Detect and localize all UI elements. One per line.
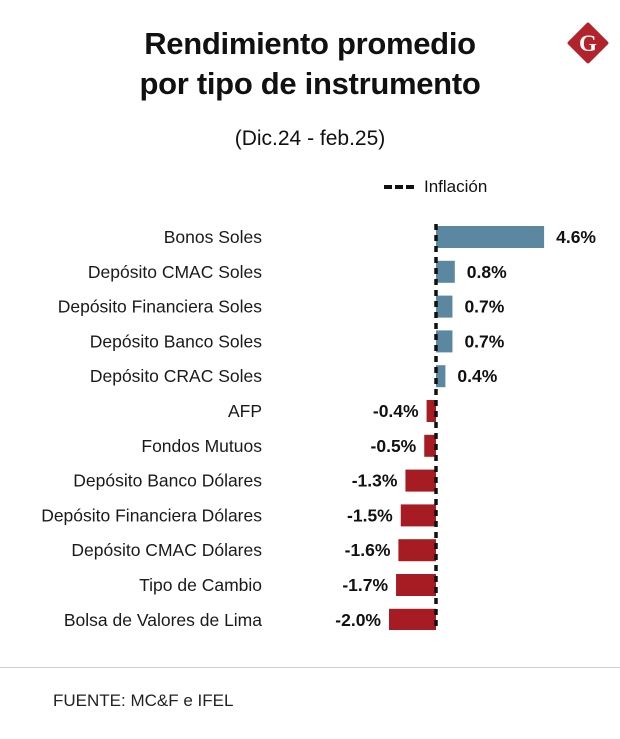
bar (396, 574, 436, 596)
category-label: Depósito CMAC Soles (88, 262, 262, 282)
footer-divider (0, 667, 620, 668)
category-label: AFP (228, 401, 262, 421)
category-label: Depósito Banco Soles (90, 331, 262, 351)
data-label: -1.5% (347, 505, 393, 525)
chart-legend: Inflación (384, 176, 487, 198)
bar (389, 608, 436, 630)
bar (436, 260, 455, 283)
data-label: -1.3% (352, 471, 398, 491)
logo-letter: G (579, 31, 597, 56)
category-label: Tipo de Cambio (139, 575, 262, 595)
chart-subtitle: (Dic.24 - feb.25) (234, 127, 386, 150)
bar-chart: Bonos Soles 4.6% Depósito CMAC Soles 0.8% De… (41, 224, 596, 630)
category-label: Depósito CRAC Soles (90, 366, 262, 386)
source-note: FUENTE: MC&F e IFEL (53, 691, 234, 710)
data-label: 0.7% (464, 331, 504, 351)
legend-label: Inflación (424, 177, 488, 196)
title-line-1: Rendimiento promedio (144, 26, 476, 61)
title-line-2: por tipo de instrumento (139, 66, 481, 101)
bar (436, 365, 446, 388)
data-label: 0.7% (464, 297, 504, 317)
data-label: -0.5% (371, 436, 417, 456)
data-label: -1.7% (342, 575, 388, 595)
bar (436, 226, 545, 248)
bar (400, 504, 436, 527)
category-label: Bolsa de Valores de Lima (64, 610, 262, 630)
bar (405, 469, 436, 492)
category-label: Depósito CMAC Dólares (71, 540, 262, 560)
bar (436, 295, 453, 318)
data-label: -2.0% (335, 610, 381, 630)
chart-title: Rendimiento promedio por tipo de instrum… (0, 24, 620, 104)
category-label: Depósito Financiera Dólares (41, 505, 262, 525)
bar (426, 400, 436, 422)
logo-diamond (567, 22, 609, 64)
brand-logo-icon: G (567, 22, 609, 64)
data-label: -1.6% (345, 540, 391, 560)
bar (398, 539, 436, 562)
data-label: 4.6% (556, 227, 596, 247)
category-label: Depósito Financiera Soles (58, 297, 263, 317)
bar (424, 434, 436, 457)
bar (436, 330, 453, 353)
category-label: Depósito Banco Dólares (73, 471, 262, 491)
data-label: 0.8% (467, 262, 507, 282)
legend-dashed-line-swatch (384, 185, 414, 189)
category-label: Bonos Soles (164, 227, 263, 247)
data-label: -0.4% (373, 401, 419, 421)
category-label: Fondos Mutuos (141, 436, 262, 456)
data-label: 0.4% (457, 366, 497, 386)
